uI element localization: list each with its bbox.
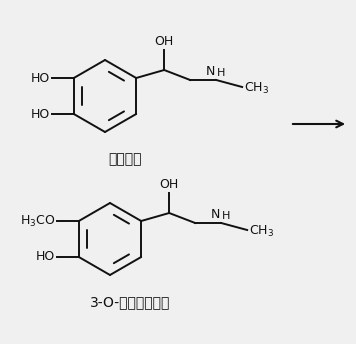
Text: HO: HO xyxy=(31,108,50,120)
Text: OH: OH xyxy=(155,35,174,48)
Text: H: H xyxy=(217,68,226,78)
Text: CH$_3$: CH$_3$ xyxy=(249,224,274,238)
Text: OH: OH xyxy=(159,178,179,191)
Text: 腾上腺素: 腾上腺素 xyxy=(108,152,142,166)
Text: HO: HO xyxy=(31,72,50,85)
Text: N: N xyxy=(211,208,220,221)
Text: H: H xyxy=(222,211,231,221)
Text: N: N xyxy=(206,65,215,78)
Text: H$_3$CO: H$_3$CO xyxy=(20,213,55,228)
Text: CH$_3$: CH$_3$ xyxy=(244,80,269,96)
Text: HO: HO xyxy=(36,250,55,264)
Text: 3-O-甲基腾上腺素: 3-O-甲基腾上腺素 xyxy=(90,295,170,309)
